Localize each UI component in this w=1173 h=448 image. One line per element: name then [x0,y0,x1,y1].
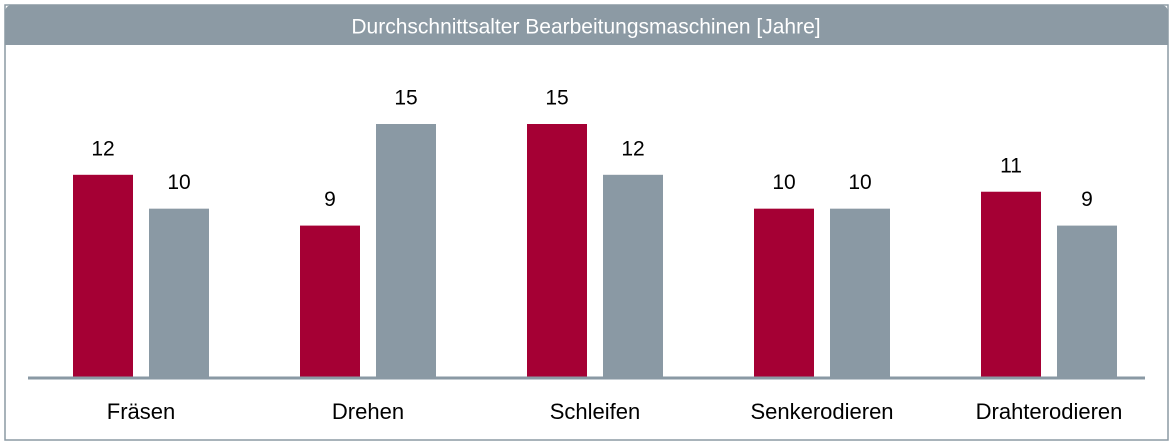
value-label: 10 [772,171,795,194]
x-tick-label: Drehen [332,399,404,424]
bar [376,124,436,378]
bar [603,174,663,378]
bar [1057,225,1117,378]
x-tick-label: Schleifen [550,399,641,424]
value-label: 12 [91,137,114,160]
chart-title: Durchschnittsalter Bearbeitungsmaschinen… [351,16,820,39]
value-label: 10 [167,171,190,194]
bar [981,191,1041,378]
plot: Fräsen 12 10 Drehen 9 15 Schleifen 15 12 Senkerod… [73,87,1122,424]
value-label: 15 [394,87,417,110]
value-label: 9 [1081,188,1093,211]
x-tick-label: Senkerodieren [750,399,893,424]
value-label: 11 [1000,154,1022,177]
bar [300,225,360,378]
value-label: 12 [621,137,644,160]
title-banner [5,5,1168,45]
value-label: 9 [324,188,336,211]
bar [830,208,890,378]
bar [149,208,209,378]
value-label: 15 [545,87,568,110]
bar [754,208,814,378]
bar [527,124,587,378]
x-tick-label: Drahterodieren [976,399,1123,424]
bar [73,174,133,378]
x-tick-label: Fräsen [107,399,175,424]
value-label: 10 [848,171,871,194]
